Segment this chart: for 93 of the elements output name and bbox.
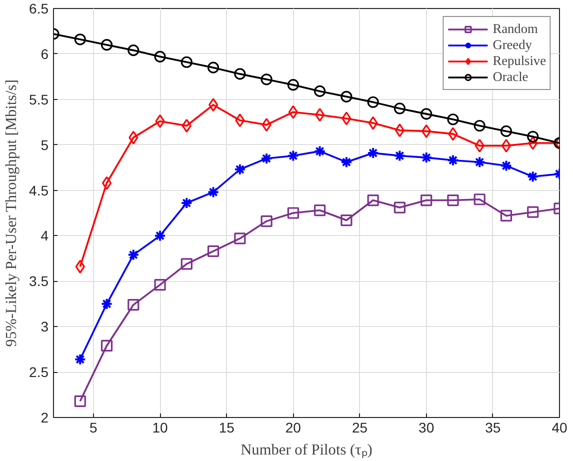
x-tick-label: 25 (352, 420, 368, 436)
point (234, 163, 246, 176)
point (446, 154, 459, 166)
point (74, 34, 86, 46)
point (340, 90, 352, 102)
point (234, 68, 246, 80)
point (447, 194, 459, 206)
point (207, 245, 220, 257)
x-tick-label: 10 (152, 420, 168, 436)
point (394, 102, 406, 114)
y-tick-label: 4.5 (29, 182, 49, 198)
point (394, 123, 405, 138)
point (260, 152, 273, 164)
point (128, 299, 140, 311)
y-tick-label: 5 (40, 136, 49, 153)
point (154, 279, 166, 291)
point (288, 105, 298, 119)
point (314, 145, 326, 158)
y-tick-label: 3.5 (29, 273, 49, 290)
point (234, 232, 246, 244)
y-tick-label: 2.5 (29, 364, 49, 380)
point (500, 160, 512, 172)
x-tick-label: 20 (285, 420, 302, 436)
point (420, 108, 432, 120)
point (74, 353, 86, 366)
y-axis-title: 95%-Likely Per-User Throughput [Mbits/s] (3, 80, 20, 347)
point (74, 395, 86, 407)
point (102, 176, 112, 190)
point (260, 74, 272, 86)
point (340, 214, 352, 226)
legend-label: Repulsive (492, 53, 546, 69)
legend-label: Random (492, 21, 538, 37)
point (180, 258, 192, 270)
point (474, 194, 486, 206)
point (314, 85, 326, 97)
point (207, 186, 220, 198)
point (474, 120, 486, 132)
y-tick-label: 3 (40, 318, 49, 335)
point (342, 112, 352, 126)
point (367, 96, 379, 108)
point (474, 156, 486, 168)
point (100, 340, 113, 352)
point (180, 56, 192, 68)
point (422, 124, 432, 138)
x-tick-label: 5 (90, 420, 98, 436)
point (154, 50, 166, 62)
point (127, 248, 140, 261)
point (500, 210, 512, 222)
point (180, 197, 193, 209)
point (260, 215, 272, 227)
point (527, 206, 539, 218)
x-tick-label: 15 (218, 420, 235, 436)
point (420, 152, 432, 164)
point (207, 62, 220, 74)
legend-label: Oracle (492, 69, 528, 85)
y-tick-label: 5.5 (29, 91, 49, 108)
point (128, 44, 140, 56)
x-tick-label: 35 (485, 420, 501, 436)
point (100, 39, 113, 51)
y-tick-label: 6 (40, 46, 49, 62)
point (500, 125, 512, 137)
y-tick-label: 4 (40, 228, 49, 244)
point (287, 207, 299, 219)
point (155, 114, 165, 128)
point (287, 150, 300, 162)
point (528, 136, 538, 150)
point (420, 194, 432, 206)
x-tick-label: 40 (552, 420, 568, 436)
point (262, 118, 272, 132)
point (368, 116, 378, 130)
point (367, 194, 379, 206)
y-tick-label: 6.5 (29, 0, 49, 16)
point (367, 147, 380, 160)
y-tick-label: 2 (40, 410, 49, 426)
point (526, 170, 539, 183)
point (448, 127, 458, 141)
point (208, 98, 218, 112)
point (154, 230, 166, 242)
point (287, 79, 299, 91)
point (394, 150, 406, 162)
point (447, 114, 459, 126)
point (314, 204, 326, 216)
legend-label: Greedy (492, 37, 532, 53)
point (100, 298, 113, 310)
point (315, 108, 325, 122)
x-tick-label: 30 (418, 420, 434, 436)
x-axis-title: Number of Pilots (τₚ) (240, 442, 372, 458)
point (128, 130, 138, 144)
point (394, 202, 406, 214)
point (340, 156, 352, 168)
point (527, 130, 539, 142)
point (501, 138, 512, 153)
point (75, 260, 85, 274)
